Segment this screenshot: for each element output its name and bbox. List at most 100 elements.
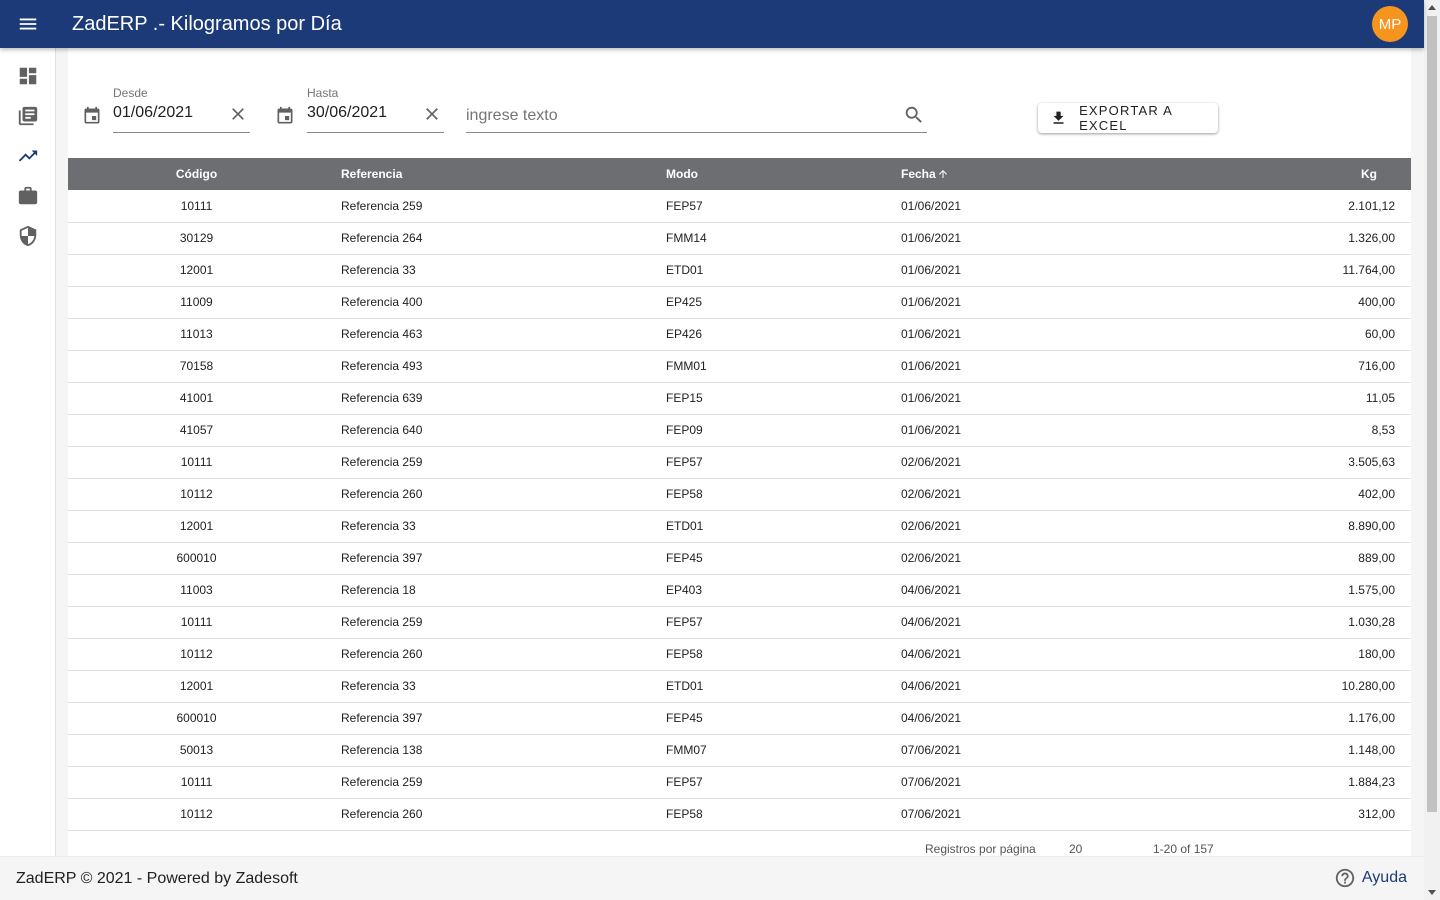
cell-kg: 1.148,00 — [1220, 734, 1411, 767]
table-row[interactable]: 41001 Referencia 639 FEP15 01/06/2021 11,05 — [68, 382, 1411, 415]
hasta-label: Hasta — [307, 86, 339, 100]
table-row[interactable]: 11009 Referencia 400 EP425 01/06/2021 400,00 — [68, 286, 1411, 319]
search-input[interactable] — [466, 102, 896, 130]
cell-referencia: Referencia 259 — [325, 190, 651, 223]
sidebar-item-dashboard[interactable] — [0, 56, 56, 96]
cell-referencia: Referencia 33 — [325, 510, 651, 543]
table-row[interactable]: 10111 Referencia 259 FEP57 01/06/2021 2.101,… — [68, 190, 1411, 223]
cell-modo: EP425 — [651, 286, 886, 319]
calendar-icon[interactable] — [275, 106, 295, 126]
table-row[interactable]: 11013 Referencia 463 EP426 01/06/2021 60,00 — [68, 318, 1411, 351]
menu-button[interactable] — [0, 0, 56, 48]
page-size-select[interactable]: 20 — [1069, 842, 1083, 856]
cell-kg: 11.764,00 — [1220, 254, 1411, 287]
cell-referencia: Referencia 264 — [325, 222, 651, 255]
cell-kg: 312,00 — [1220, 798, 1411, 831]
cell-fecha: 04/06/2021 — [886, 638, 1220, 671]
table-row[interactable]: 12001 Referencia 33 ETD01 04/06/2021 10.280,… — [68, 670, 1411, 703]
cell-fecha: 01/06/2021 — [886, 286, 1220, 319]
cell-referencia: Referencia 493 — [325, 350, 651, 383]
scroll-down-arrow[interactable] — [1428, 890, 1436, 895]
desde-field[interactable]: Desde 01/06/2021 — [113, 86, 250, 133]
col-modo[interactable]: Modo — [651, 158, 886, 190]
table-row[interactable]: 70158 Referencia 493 FMM01 01/06/2021 716,00 — [68, 350, 1411, 383]
help-label: Ayuda — [1361, 869, 1407, 886]
table-row[interactable]: 10111 Referencia 259 FEP57 02/06/2021 3.505,… — [68, 446, 1411, 479]
search-icon[interactable] — [903, 104, 925, 126]
table-row[interactable]: 10111 Referencia 259 FEP57 04/06/2021 1.030,… — [68, 606, 1411, 639]
cell-kg: 1.575,00 — [1220, 574, 1411, 607]
table-row[interactable]: 600010 Referencia 397 FEP45 04/06/2021 1.176… — [68, 702, 1411, 735]
cell-codigo: 600010 — [68, 702, 325, 735]
cell-modo: ETD01 — [651, 510, 886, 543]
cell-modo: EP403 — [651, 574, 886, 607]
cell-kg: 11,05 — [1220, 382, 1411, 415]
cell-kg: 8,53 — [1220, 414, 1411, 447]
table-row[interactable]: 10112 Referencia 260 FEP58 04/06/2021 180,00 — [68, 638, 1411, 671]
cell-codigo: 11013 — [68, 318, 325, 351]
cell-kg: 1.030,28 — [1220, 606, 1411, 639]
close-icon[interactable] — [228, 104, 248, 124]
desde-value[interactable]: 01/06/2021 — [113, 104, 194, 121]
table-row[interactable]: 10111 Referencia 259 FEP57 07/06/2021 1.884,… — [68, 766, 1411, 799]
table-row[interactable]: 11003 Referencia 18 EP403 04/06/2021 1.575,0… — [68, 574, 1411, 607]
close-icon[interactable] — [422, 104, 442, 124]
calendar-icon[interactable] — [82, 106, 102, 126]
user-avatar[interactable]: MP — [1372, 6, 1408, 42]
cell-modo: FEP15 — [651, 382, 886, 415]
col-referencia[interactable]: Referencia — [325, 158, 651, 190]
sidebar-item-trending[interactable] — [0, 136, 56, 176]
hasta-field[interactable]: Hasta 30/06/2021 — [307, 86, 444, 133]
cell-codigo: 11003 — [68, 574, 325, 607]
sidebar-item-security[interactable] — [0, 216, 56, 256]
cell-codigo: 30129 — [68, 222, 325, 255]
cell-codigo: 10111 — [68, 766, 325, 799]
cell-kg: 2.101,12 — [1220, 190, 1411, 223]
cell-fecha: 01/06/2021 — [886, 254, 1220, 287]
hasta-value[interactable]: 30/06/2021 — [307, 104, 388, 121]
page-scrollbar[interactable] — [1424, 0, 1440, 900]
col-fecha[interactable]: Fecha — [886, 158, 1220, 190]
cell-referencia: Referencia 33 — [325, 254, 651, 287]
app-toolbar: ZadERP .- Kilogramos por Día MP — [0, 0, 1424, 48]
cell-modo: FEP57 — [651, 606, 886, 639]
cell-fecha: 01/06/2021 — [886, 222, 1220, 255]
cell-fecha: 01/06/2021 — [886, 350, 1220, 383]
cell-modo: FEP58 — [651, 798, 886, 831]
cell-fecha: 01/06/2021 — [886, 318, 1220, 351]
cell-codigo: 10112 — [68, 478, 325, 511]
sidebar-item-work[interactable] — [0, 176, 56, 216]
cell-modo: FEP57 — [651, 766, 886, 799]
desde-underline — [113, 132, 250, 133]
hasta-underline — [307, 132, 444, 133]
table-row[interactable]: 50013 Referencia 138 FMM07 07/06/2021 1.148,… — [68, 734, 1411, 767]
export-excel-button[interactable]: EXPORTAR A EXCEL — [1038, 103, 1218, 133]
table-row[interactable]: 12001 Referencia 33 ETD01 02/06/2021 8.890,0… — [68, 510, 1411, 543]
table-row[interactable]: 600010 Referencia 397 FEP45 02/06/2021 889,0… — [68, 542, 1411, 575]
cell-fecha: 04/06/2021 — [886, 574, 1220, 607]
help-icon — [1335, 868, 1355, 888]
table-row[interactable]: 30129 Referencia 264 FMM14 01/06/2021 1.326,… — [68, 222, 1411, 255]
cell-codigo: 10112 — [68, 798, 325, 831]
table-row[interactable]: 10112 Referencia 260 FEP58 02/06/2021 402,00 — [68, 478, 1411, 511]
table-row[interactable]: 41057 Referencia 640 FEP09 01/06/2021 8,53 — [68, 414, 1411, 447]
cell-kg: 8.890,00 — [1220, 510, 1411, 543]
col-codigo[interactable]: Código — [68, 158, 325, 190]
cell-modo: FEP57 — [651, 190, 886, 223]
table-body: 10111 Referencia 259 FEP57 01/06/2021 2.101,… — [68, 190, 1411, 831]
scroll-up-arrow[interactable] — [1428, 5, 1436, 10]
cell-codigo: 12001 — [68, 254, 325, 287]
cell-modo: ETD01 — [651, 670, 886, 703]
cell-modo: FEP45 — [651, 702, 886, 735]
cell-fecha: 04/06/2021 — [886, 670, 1220, 703]
table-row[interactable]: 12001 Referencia 33 ETD01 01/06/2021 11.764,… — [68, 254, 1411, 287]
col-kg[interactable]: Kg — [1220, 158, 1411, 190]
table-row[interactable]: 10112 Referencia 260 FEP58 07/06/2021 312,00 — [68, 798, 1411, 831]
help-link[interactable]: Ayuda — [1334, 867, 1407, 889]
search-field[interactable] — [466, 102, 927, 133]
cell-modo: FEP45 — [651, 542, 886, 575]
sidebar-item-library[interactable] — [0, 96, 56, 136]
cell-referencia: Referencia 138 — [325, 734, 651, 767]
scroll-thumb[interactable] — [1427, 16, 1437, 812]
cell-fecha: 04/06/2021 — [886, 702, 1220, 735]
